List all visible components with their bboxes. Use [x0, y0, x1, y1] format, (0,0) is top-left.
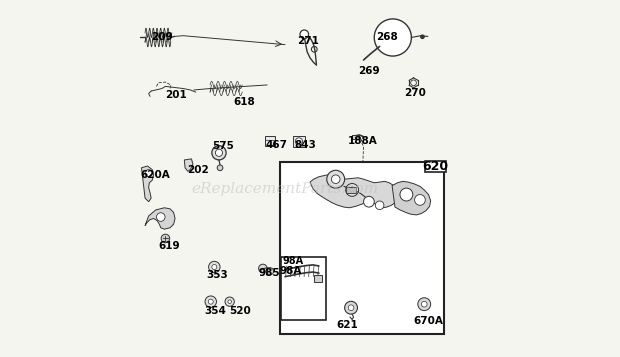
- Polygon shape: [310, 175, 399, 208]
- Circle shape: [156, 213, 165, 221]
- Circle shape: [418, 298, 431, 311]
- Circle shape: [300, 30, 309, 39]
- Circle shape: [228, 300, 231, 303]
- Text: 520: 520: [229, 306, 252, 316]
- Circle shape: [208, 299, 213, 304]
- Bar: [280, 162, 444, 334]
- Text: 98A: 98A: [280, 266, 302, 276]
- Circle shape: [348, 305, 354, 311]
- Bar: [346, 187, 356, 193]
- Text: 268: 268: [376, 32, 398, 42]
- Polygon shape: [392, 181, 431, 215]
- Circle shape: [295, 138, 303, 145]
- Text: 353: 353: [206, 270, 228, 280]
- Circle shape: [212, 146, 226, 160]
- Circle shape: [217, 165, 223, 171]
- Circle shape: [208, 261, 220, 273]
- Circle shape: [400, 188, 413, 201]
- Text: 269: 269: [358, 66, 380, 76]
- Text: 98A: 98A: [282, 256, 303, 266]
- Bar: [352, 135, 359, 139]
- Text: 188A: 188A: [347, 136, 377, 146]
- Polygon shape: [184, 159, 193, 171]
- Polygon shape: [145, 208, 175, 229]
- Bar: [293, 136, 304, 147]
- Circle shape: [420, 35, 424, 39]
- Text: 354: 354: [205, 306, 226, 316]
- Bar: [281, 257, 326, 320]
- Circle shape: [212, 265, 217, 270]
- Circle shape: [346, 183, 358, 196]
- Text: 209: 209: [151, 32, 173, 42]
- Circle shape: [363, 196, 374, 207]
- Circle shape: [415, 195, 425, 205]
- Text: 575: 575: [212, 141, 234, 151]
- Text: 271: 271: [298, 36, 319, 46]
- Polygon shape: [141, 166, 154, 202]
- Text: 619: 619: [158, 241, 180, 251]
- Bar: [314, 275, 322, 282]
- Text: 620: 620: [422, 160, 448, 173]
- Text: 670A: 670A: [414, 316, 443, 326]
- Text: 467: 467: [265, 140, 288, 150]
- Text: eReplacementParts.com: eReplacementParts.com: [192, 182, 379, 196]
- Text: 618: 618: [233, 97, 255, 107]
- Circle shape: [215, 149, 223, 156]
- Circle shape: [267, 268, 273, 275]
- Text: 843: 843: [294, 140, 316, 150]
- Text: 202: 202: [187, 165, 208, 175]
- Text: 620A: 620A: [140, 170, 170, 180]
- Circle shape: [345, 301, 358, 314]
- Circle shape: [375, 201, 384, 210]
- Circle shape: [225, 297, 234, 306]
- Text: 270: 270: [405, 88, 427, 98]
- Circle shape: [374, 19, 412, 56]
- Circle shape: [349, 187, 355, 193]
- Text: 621: 621: [337, 320, 358, 330]
- Text: 985: 985: [259, 268, 280, 278]
- Circle shape: [422, 301, 427, 307]
- Circle shape: [332, 175, 340, 183]
- Circle shape: [145, 170, 152, 177]
- Bar: [265, 136, 275, 146]
- Bar: [425, 161, 446, 172]
- Circle shape: [205, 296, 216, 307]
- Circle shape: [327, 170, 345, 188]
- Text: 201: 201: [166, 90, 187, 100]
- Circle shape: [161, 234, 170, 243]
- Circle shape: [259, 264, 267, 273]
